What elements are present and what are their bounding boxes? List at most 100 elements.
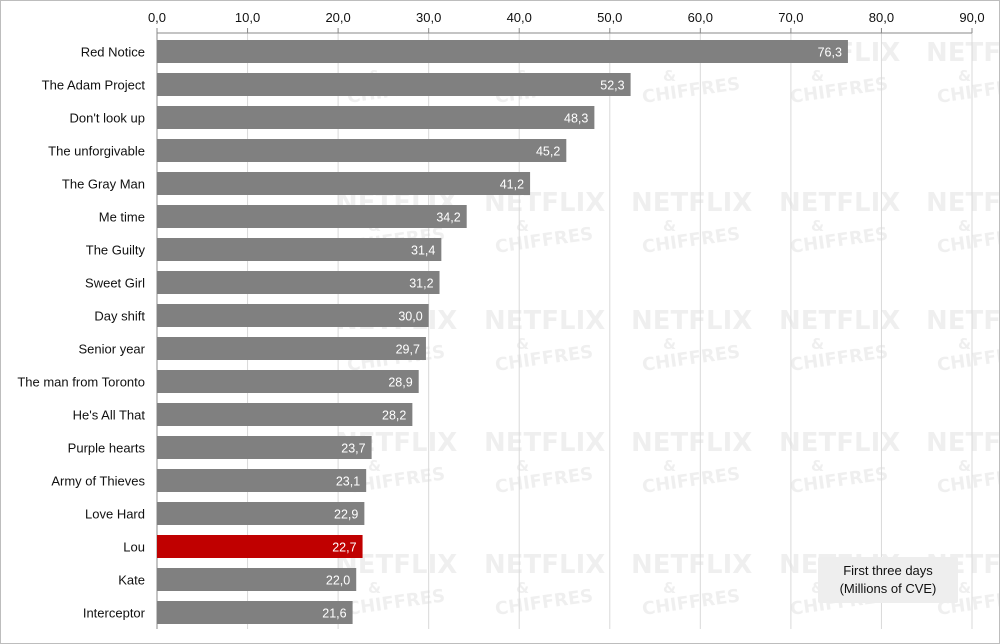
watermark-text: &	[663, 217, 676, 235]
category-label: Sweet Girl	[85, 276, 145, 291]
bar	[157, 205, 467, 228]
watermark-text: NETFLIX	[484, 428, 605, 458]
bar	[157, 502, 365, 525]
watermark-text: NETFLIX	[926, 428, 999, 458]
watermark-text: CHIFFRES	[641, 73, 742, 108]
bar	[157, 271, 440, 294]
watermark-text: CHIFFRES	[641, 585, 742, 620]
watermark-tile: NETFLIX&CHIFFRES	[484, 306, 605, 376]
category-label: Army of Thieves	[51, 474, 145, 489]
category-label: Purple hearts	[68, 441, 146, 456]
bar	[157, 73, 631, 96]
category-label: Kate	[118, 573, 145, 588]
watermark-text: NETFLIX	[926, 38, 999, 68]
watermark-text: NETFLIX	[484, 306, 605, 336]
watermark-text: &	[368, 457, 381, 475]
watermark-text: &	[958, 67, 971, 85]
watermark-text: NETFLIX	[779, 428, 900, 458]
watermark-tile: NETFLIX&CHIFFRES	[779, 306, 900, 376]
bar	[157, 568, 357, 591]
category-label: Love Hard	[85, 507, 145, 522]
bar	[157, 370, 419, 393]
watermark-text: &	[958, 335, 971, 353]
value-label: 23,7	[341, 442, 365, 456]
watermark-text: CHIFFRES	[494, 585, 595, 620]
category-label: The unforgivable	[48, 144, 145, 159]
watermark-text: NETFLIX	[779, 188, 900, 218]
x-tick-label: 50,0	[597, 10, 622, 25]
watermark-tile: NETFLIX&CHIFFRES	[631, 428, 752, 498]
x-tick-labels: 0,0 10,0 20,0 30,0 40,0 50,0 60,0 70,0 80,0 90,0	[148, 10, 985, 25]
bar	[157, 403, 413, 426]
bar	[157, 106, 595, 129]
x-tick-label: 70,0	[778, 10, 803, 25]
category-label: Lou	[123, 540, 145, 555]
legend-box: First three days (Millions of CVE)	[818, 557, 958, 603]
watermark-text: &	[811, 335, 824, 353]
watermark-text: &	[663, 579, 676, 597]
watermark-tile: NETFLIX&CHIFFRES	[779, 188, 900, 258]
category-label: Day shift	[94, 309, 145, 324]
watermark-text: &	[368, 579, 381, 597]
value-label: 48,3	[564, 112, 588, 126]
watermark-text: &	[958, 217, 971, 235]
category-label: Me time	[99, 210, 145, 225]
value-label: 76,3	[818, 46, 842, 60]
watermark-text: CHIFFRES	[789, 341, 890, 376]
watermark-text: CHIFFRES	[346, 585, 447, 620]
value-label: 22,7	[332, 541, 356, 555]
bar	[157, 535, 363, 558]
value-label: 22,9	[334, 508, 358, 522]
watermark-tile: NETFLIX&CHIFFRES	[631, 550, 752, 620]
bar	[157, 601, 353, 624]
legend-line-2: (Millions of CVE)	[839, 581, 937, 596]
watermark-tile: NETFLIX&CHIFFRES	[484, 188, 605, 258]
value-label: 30,0	[398, 310, 422, 324]
watermark-text: CHIFFRES	[494, 223, 595, 258]
x-tick-label: 20,0	[325, 10, 350, 25]
value-label: 22,0	[326, 574, 350, 588]
watermark-tile: NETFLIX&CHIFFRES	[926, 550, 999, 620]
value-label: 23,1	[336, 475, 360, 489]
x-tick-label: 10,0	[235, 10, 260, 25]
watermark-text: CHIFFRES	[789, 223, 890, 258]
value-label: 31,4	[411, 244, 435, 258]
value-labels: 76,3 52,3 48,3 45,2 41,2 34,2 31,4 31,2 30,0 29,7…	[322, 46, 842, 621]
value-label: 28,2	[382, 409, 406, 423]
bar	[157, 304, 429, 327]
grid-layer	[156, 28, 973, 629]
category-label: Don't look up	[70, 111, 145, 126]
watermark-text: &	[663, 335, 676, 353]
category-labels: Red Notice The Adam Project Don't look up T…	[17, 45, 145, 621]
watermark-tile: NETFLIX&CHIFFRES	[484, 428, 605, 498]
x-tick-label: 40,0	[507, 10, 532, 25]
bars	[157, 40, 848, 624]
category-label: The man from Toronto	[17, 375, 145, 390]
value-label: 34,2	[436, 211, 460, 225]
bar	[157, 139, 567, 162]
watermark-text: CHIFFRES	[789, 463, 890, 498]
watermark-tile: NETFLIX&CHIFFRES	[926, 38, 999, 108]
category-label: Interceptor	[83, 606, 146, 621]
watermark-text: CHIFFRES	[641, 463, 742, 498]
value-label: 52,3	[600, 79, 624, 93]
watermark-tile: NETFLIX&CHIFFRES	[484, 550, 605, 620]
watermark-text: &	[663, 67, 676, 85]
watermark-tile: NETFLIX&CHIFFRES	[779, 428, 900, 498]
watermark-text: NETFLIX	[631, 306, 752, 336]
watermark-text: &	[958, 457, 971, 475]
watermark-text: &	[811, 67, 824, 85]
watermark-tile: NETFLIX&CHIFFRES	[926, 188, 999, 258]
category-label: The Gray Man	[62, 177, 145, 192]
watermark-text: &	[811, 457, 824, 475]
watermark-text: NETFLIX	[484, 550, 605, 580]
watermark-text: CHIFFRES	[641, 341, 742, 376]
value-label: 21,6	[322, 607, 346, 621]
x-tick-label: 60,0	[688, 10, 713, 25]
bar	[157, 40, 848, 63]
x-tick-label: 0,0	[148, 10, 166, 25]
x-tick-label: 30,0	[416, 10, 441, 25]
value-label: 28,9	[388, 376, 412, 390]
watermark-tile: NETFLIX&CHIFFRES	[631, 188, 752, 258]
watermark-text: &	[811, 217, 824, 235]
